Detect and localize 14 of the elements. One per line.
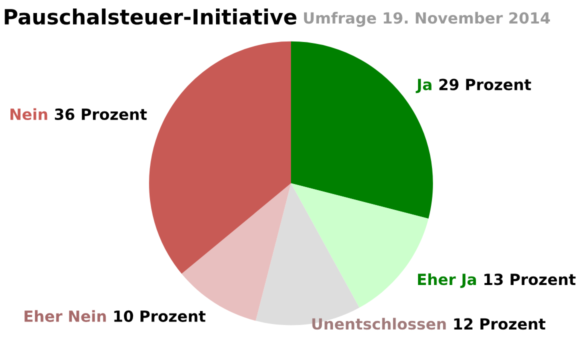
- data-label: 10 Prozent: [114, 310, 206, 322]
- slice-label: Ja: [416, 78, 432, 94]
- slice-label: Nein: [10, 108, 48, 120]
- data-label: 13 Prozent: [484, 274, 576, 286]
- chart-title: Pauschalsteuer-Initiative: [4, 8, 296, 25]
- chart-subtitle: Umfrage 19. November 2014: [304, 12, 550, 27]
- data-label: 12 Prozent: [454, 318, 546, 330]
- pie-slice: [291, 41, 433, 219]
- pie-slice: [149, 41, 291, 274]
- slice-label: Unentschlossen: [312, 318, 446, 330]
- slice-label: Eher Nein: [24, 310, 106, 322]
- data-label: 36 Prozent: [54, 108, 147, 120]
- data-label: 29 Prozent: [439, 78, 532, 90]
- slice-label: Eher Ja: [418, 273, 476, 288]
